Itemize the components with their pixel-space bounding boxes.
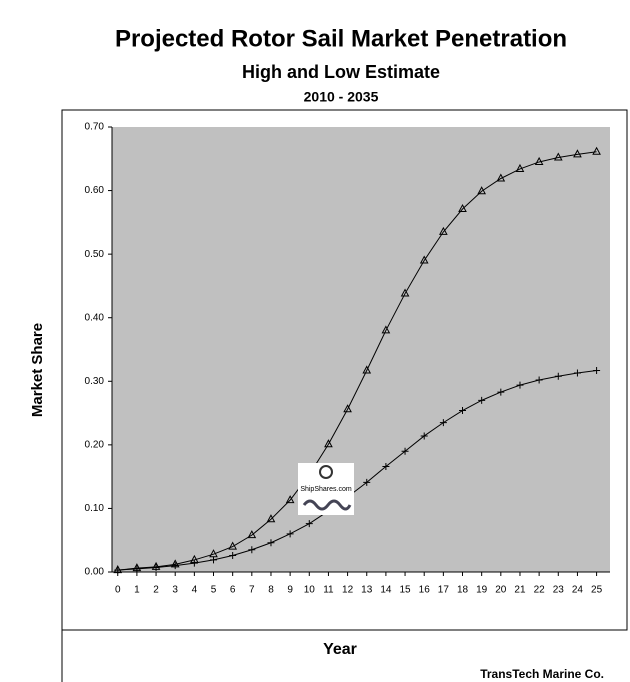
point-marker (152, 564, 160, 572)
x-tick-label: 21 (514, 585, 526, 596)
series-line (117, 369, 597, 571)
y-tick-label: 0.40 (85, 312, 105, 323)
y-tick-label: 0.20 (85, 439, 105, 450)
x-axis-label: Year (323, 641, 357, 658)
point-marker (592, 146, 601, 155)
x-tick-label: 1 (134, 585, 140, 596)
logo-waves (302, 499, 352, 511)
x-tick-label: 8 (268, 585, 274, 596)
y-tick-label: 0.10 (85, 503, 105, 514)
x-tick-label: 16 (419, 585, 431, 596)
point-marker (285, 495, 295, 504)
point-marker (247, 530, 257, 539)
x-tick-label: 20 (495, 585, 507, 596)
x-tick-label: 3 (172, 585, 178, 596)
point-marker (343, 404, 352, 413)
x-tick-label: 18 (457, 585, 469, 596)
point-marker (534, 156, 544, 165)
point-marker (381, 325, 391, 334)
point-marker (133, 565, 141, 573)
x-tick-label: 7 (249, 585, 255, 596)
chart-title: Projected Rotor Sail Market Penetration (115, 25, 567, 52)
point-marker (266, 514, 276, 523)
x-tick-label: 6 (230, 585, 236, 596)
x-tick-label: 0 (115, 585, 121, 596)
point-marker (573, 149, 582, 158)
chart-period: 2010 - 2035 (304, 89, 379, 105)
x-tick-label: 9 (287, 585, 293, 596)
point-marker (286, 530, 294, 538)
x-tick-label: 2 (153, 585, 159, 596)
point-marker (553, 152, 563, 161)
point-marker (190, 559, 198, 567)
logo-text: ShipShares.com (300, 486, 352, 493)
x-tick-label: 23 (553, 585, 565, 596)
point-marker (478, 396, 486, 404)
point-marker (419, 255, 429, 264)
point-marker (171, 562, 179, 570)
x-tick-label: 25 (591, 585, 603, 596)
x-tick-label: 12 (342, 585, 354, 596)
point-marker (401, 447, 409, 455)
point-marker (305, 520, 313, 528)
point-marker (459, 407, 467, 415)
point-marker (248, 546, 256, 554)
point-marker (420, 432, 428, 440)
point-marker (535, 376, 543, 384)
x-tick-label: 4 (192, 585, 198, 596)
point-marker (515, 163, 525, 172)
point-marker (363, 478, 371, 486)
logo-icon (319, 465, 333, 479)
point-marker (362, 365, 372, 374)
point-marker (516, 381, 524, 389)
point-marker (228, 541, 238, 550)
x-tick-label: 5 (211, 585, 217, 596)
point-marker (496, 173, 506, 182)
chart-frame (61, 109, 628, 631)
point-marker (554, 372, 562, 380)
y-tick-label: 0.30 (85, 376, 105, 387)
point-marker (114, 566, 122, 574)
x-tick-label: 15 (399, 585, 411, 596)
point-marker (382, 462, 390, 470)
point-marker (324, 439, 333, 448)
plot-area (112, 127, 610, 572)
point-marker (458, 203, 467, 213)
y-tick-label: 0.50 (85, 249, 105, 260)
point-marker (229, 551, 237, 559)
point-marker (439, 226, 448, 235)
chart-subtitle: High and Low Estimate (242, 62, 440, 82)
point-marker (439, 419, 447, 427)
x-tick-label: 19 (476, 585, 488, 596)
point-marker (477, 186, 487, 195)
source-note: TransTech Marine Co. (480, 667, 604, 681)
y-axis-label: Market Share (29, 323, 46, 417)
x-tick-label: 17 (438, 585, 450, 596)
y-tick-label: 0.70 (85, 122, 105, 133)
x-tick-label: 22 (534, 585, 546, 596)
x-tick-label: 14 (380, 585, 392, 596)
point-marker (267, 539, 275, 547)
y-tick-label: 0.60 (85, 185, 105, 196)
point-marker (210, 556, 218, 564)
x-tick-label: 13 (361, 585, 373, 596)
y-tick-label: 0.00 (85, 567, 105, 578)
x-tick-label: 24 (572, 585, 584, 596)
x-tick-label: 11 (323, 585, 334, 596)
x-tick-label: 10 (304, 585, 316, 596)
point-marker (593, 366, 601, 374)
point-marker (497, 388, 505, 396)
point-marker (573, 369, 581, 377)
point-marker (400, 288, 410, 297)
